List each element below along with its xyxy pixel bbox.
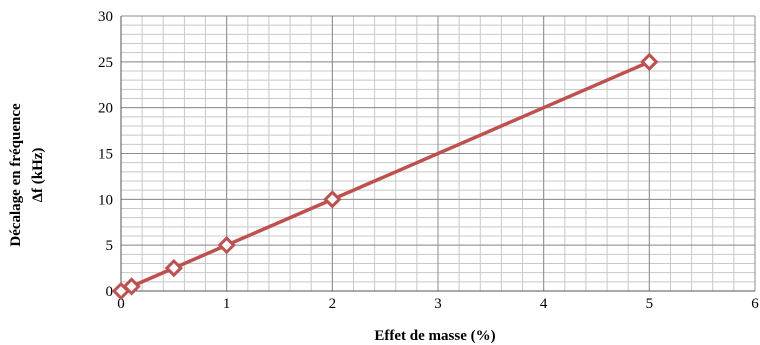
y-axis-title-line: Δf (kHz) bbox=[30, 148, 46, 203]
x-tick-label: 5 bbox=[646, 296, 654, 312]
data-point-marker bbox=[164, 258, 183, 278]
x-tick-label: 1 bbox=[223, 296, 231, 312]
x-axis-title: Effet de masse (%) bbox=[374, 328, 495, 344]
y-tick-label: 25 bbox=[98, 55, 113, 71]
y-tick-label: 20 bbox=[98, 101, 113, 117]
data-point-marker bbox=[122, 277, 141, 296]
x-tick-label: 2 bbox=[329, 296, 337, 312]
data-point-marker bbox=[217, 236, 236, 255]
x-tick-label: 4 bbox=[540, 296, 548, 312]
series bbox=[111, 52, 659, 301]
y-axis-title: Décalage en fréquence Δf (kHz) bbox=[8, 103, 46, 247]
y-tick-label: 15 bbox=[98, 147, 113, 163]
series-line bbox=[120, 60, 651, 293]
x-tick-label: 3 bbox=[434, 296, 442, 312]
y-axis-title-line: Décalage en fréquence bbox=[8, 103, 24, 247]
data-point-marker bbox=[323, 190, 342, 209]
tick-labels: 0 1 2 3 4 5 6 0 5 10 15 20 25 30 bbox=[98, 9, 759, 312]
y-tick-label: 10 bbox=[98, 192, 113, 208]
y-tick-label: 0 bbox=[106, 284, 114, 300]
x-tick-label: 6 bbox=[751, 296, 759, 312]
x-tick-label: 0 bbox=[117, 296, 125, 312]
y-tick-label: 30 bbox=[98, 9, 113, 25]
y-tick-label: 5 bbox=[106, 238, 114, 254]
grid bbox=[120, 15, 756, 292]
data-point-marker bbox=[640, 52, 659, 71]
